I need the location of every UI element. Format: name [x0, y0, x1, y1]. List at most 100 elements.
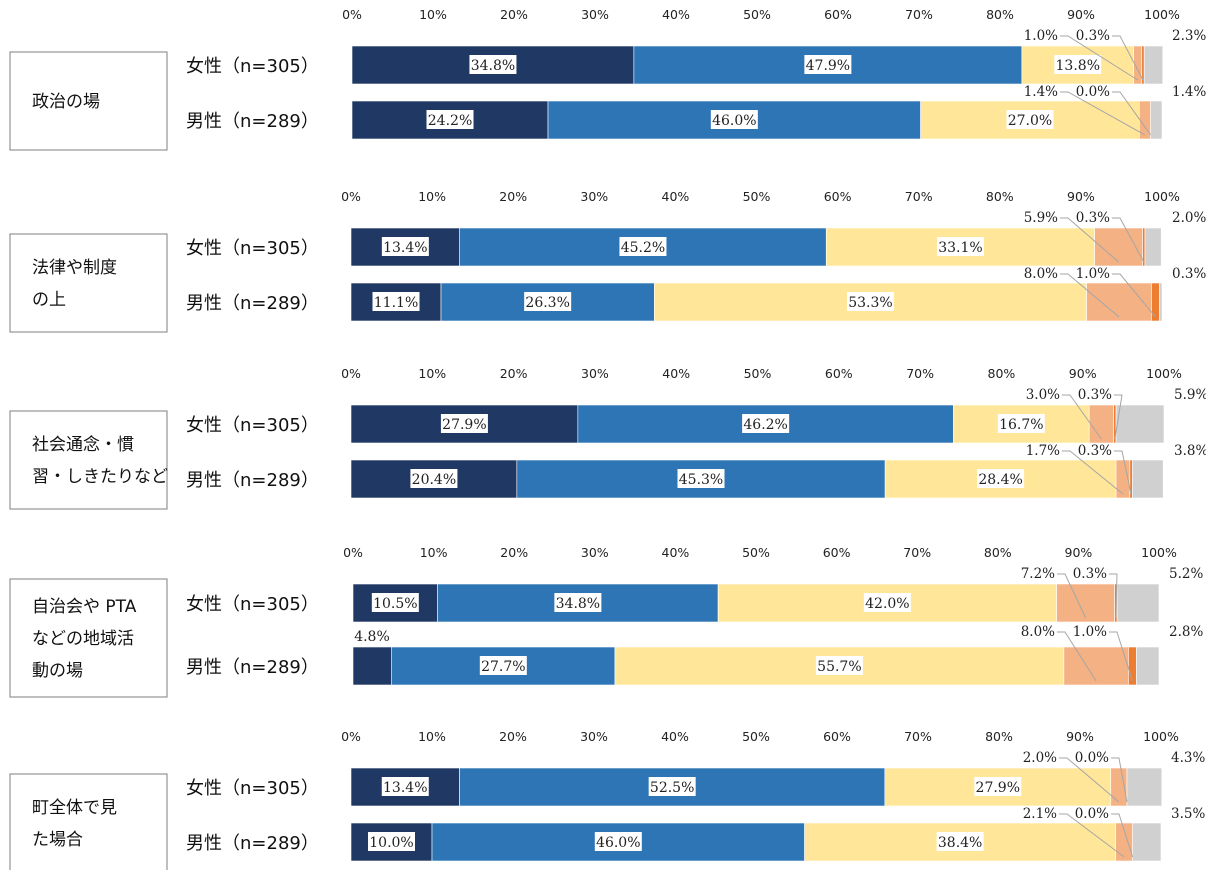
leader-line [1112, 91, 1152, 136]
category-label: 政治の場 [32, 92, 100, 112]
x-tick-label: 40% [662, 366, 690, 381]
bar-segment [1143, 45, 1164, 85]
category-label: 習・しきたりなど [32, 467, 168, 487]
bar-segment [1116, 583, 1160, 623]
bar-segment [1136, 646, 1160, 686]
row-label: 女性（n=305） [186, 238, 319, 259]
category-box [9, 51, 168, 151]
data-label-outer: 2.8% [1169, 624, 1203, 640]
data-label-outer: 3.0% [1026, 387, 1060, 403]
chart-panel: 0% 10% 20% 30% 40% 50% 60% 70% 80% 90% 100% 法律や制度の上… [9, 189, 1206, 333]
x-tick-label: 20% [500, 545, 528, 560]
leader-line [1114, 394, 1123, 440]
data-label-bg [710, 110, 758, 129]
x-tick-label: 70% [906, 366, 934, 381]
bar-segment [1056, 583, 1115, 623]
chart-panel: 0% 10% 20% 30% 40% 50% 60% 70% 80% 90% 100% 町全体で見た場… [9, 729, 1205, 873]
category-label: 動の場 [32, 661, 83, 681]
x-tick-label: 30% [581, 545, 609, 560]
bar-segment [1159, 282, 1163, 322]
data-label: 24.2% [428, 113, 472, 129]
x-tick-label: 30% [581, 366, 609, 381]
data-label-outer: 5.2% [1169, 566, 1203, 582]
category-box [9, 233, 168, 333]
x-tick-label: 0% [342, 7, 362, 22]
leader-line [1060, 273, 1120, 318]
data-label-outer: 1.4% [1172, 84, 1206, 100]
data-label-bg [1054, 55, 1102, 74]
data-label: 13.4% [383, 780, 427, 796]
category-box [9, 578, 168, 698]
data-label-outer: 1.0% [1073, 624, 1107, 640]
data-label: 45.3% [679, 472, 723, 488]
row-label: 女性（n=305） [186, 778, 319, 799]
leader-line [1057, 573, 1087, 619]
data-label: 28.4% [978, 472, 1022, 488]
leader-line [1109, 573, 1118, 619]
x-tick-label: 80% [985, 729, 1013, 744]
data-label: 10.0% [369, 835, 413, 851]
chart-panel: 0% 10% 20% 30% 40% 50% 60% 70% 80% 90% 100% 政治の場 女性（… [9, 7, 1206, 151]
x-tick-label: 0% [341, 366, 361, 381]
x-tick-label: 70% [903, 545, 931, 560]
x-tick-label: 30% [580, 729, 608, 744]
category-label: た場合 [32, 830, 83, 850]
x-tick-label: 20% [500, 7, 528, 22]
data-label-outer: 3.5% [1171, 806, 1205, 822]
data-label-bg [863, 593, 911, 612]
data-label-bg [619, 237, 667, 256]
data-label: 4.8% [354, 629, 390, 645]
x-tick-label: 10% [418, 189, 446, 204]
x-tick-label: 40% [662, 7, 690, 22]
bar-segment [1063, 646, 1129, 686]
data-label-outer: 8.0% [1021, 624, 1055, 640]
data-label-bg [524, 292, 572, 311]
data-label: 47.9% [806, 58, 850, 74]
leader-line [1060, 35, 1138, 81]
data-label: 52.5% [650, 780, 694, 796]
x-tick-label: 30% [580, 189, 608, 204]
x-tick-label: 30% [581, 7, 609, 22]
x-tick-label: 50% [743, 189, 771, 204]
bar-segment [1144, 227, 1162, 267]
data-label-bg [440, 414, 488, 433]
row-label: 女性（n=305） [186, 415, 319, 436]
x-tick-label: 70% [905, 189, 933, 204]
data-label-bg [677, 469, 725, 488]
chart-panel: 0% 10% 20% 30% 40% 50% 60% 70% 80% 90% 100% 社会通念・慣習… [9, 366, 1206, 510]
data-label-outer: 0.3% [1078, 443, 1112, 459]
data-label-bg [381, 777, 429, 796]
x-tick-label: 0% [343, 545, 363, 560]
x-tick-label: 40% [661, 729, 689, 744]
x-tick-label: 50% [742, 729, 770, 744]
x-tick-label: 0% [341, 729, 361, 744]
data-label-outer: 1.4% [1024, 84, 1058, 100]
x-tick-label: 10% [420, 545, 448, 560]
data-label-outer: 8.0% [1024, 266, 1058, 282]
x-tick-label: 40% [662, 189, 690, 204]
data-label-bg [381, 237, 429, 256]
data-label-outer: 0.0% [1075, 806, 1109, 822]
x-tick-label: 80% [986, 7, 1014, 22]
data-label: 16.7% [999, 417, 1043, 433]
data-label-outer: 5.9% [1174, 387, 1206, 403]
data-label-bg [648, 777, 696, 796]
data-label: 27.9% [976, 780, 1020, 796]
data-label-bg [1006, 110, 1054, 129]
bar-segment [1132, 822, 1162, 862]
x-tick-label: 60% [824, 7, 852, 22]
category-label: 社会通念・慣 [32, 434, 134, 455]
data-label-outer: 3.8% [1174, 443, 1206, 459]
x-tick-label: 60% [823, 729, 851, 744]
leader-line [1111, 813, 1134, 858]
data-label: 27.9% [442, 417, 486, 433]
x-tick-label: 10% [418, 729, 446, 744]
data-label: 13.4% [383, 240, 427, 256]
x-tick-label: 90% [1067, 189, 1095, 204]
data-label-bg [554, 593, 602, 612]
data-label: 46.2% [743, 417, 787, 433]
category-box [9, 773, 168, 873]
x-tick-label: 100% [1141, 545, 1177, 560]
data-label-outer: 4.3% [1171, 750, 1205, 766]
